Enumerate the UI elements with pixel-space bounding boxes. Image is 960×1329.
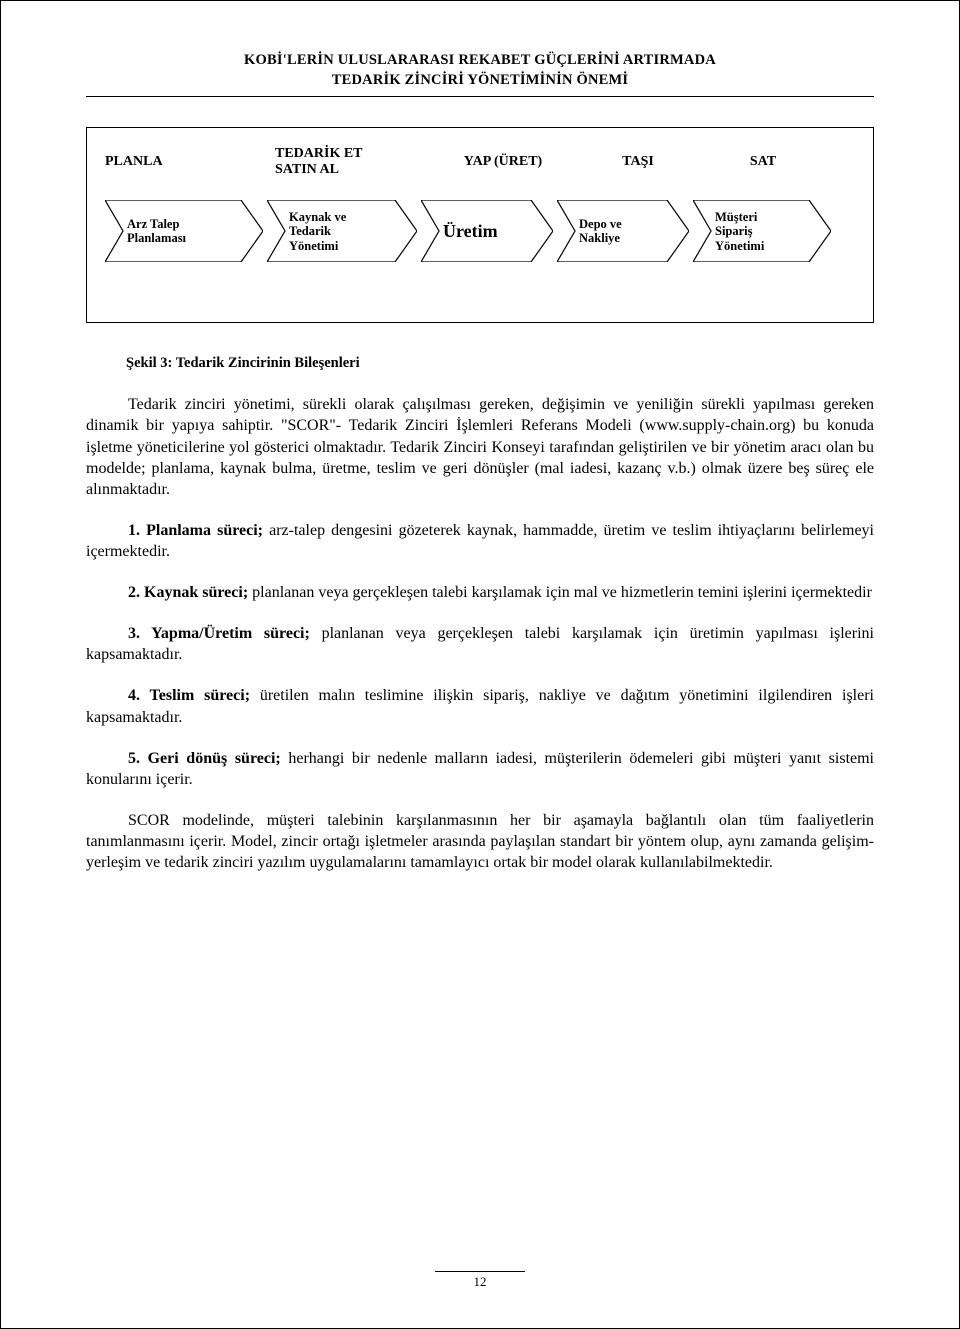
top-label-tedarik-a: TEDARİK ET [275, 146, 433, 162]
header-line-2: TEDARİK ZİNCİRİ YÖNETİMİNİN ÖNEMİ [86, 71, 874, 91]
arrow-label-1: Arz Talep Planlaması [105, 217, 194, 246]
header-line-1: KOBİ'LERİN ULUSLARARASI REKABET GÜÇLERİN… [86, 51, 874, 71]
top-label-tedarik: TEDARİK ET SATIN AL [275, 146, 433, 178]
page-number-block: 12 [1, 1271, 959, 1290]
diagram-top-row: PLANLA TEDARİK ET SATIN AL YAP (ÜRET) TA… [105, 146, 855, 178]
paragraph-5-geri: 5. Geri dönüş süreci; herhangi bir neden… [86, 748, 874, 790]
page: KOBİ'LERİN ULUSLARARASI REKABET GÜÇLERİN… [0, 0, 960, 1329]
paragraph-2-kaynak: 2. Kaynak süreci; planlanan veya gerçekl… [86, 582, 874, 603]
page-number: 12 [1, 1274, 959, 1290]
page-header: KOBİ'LERİN ULUSLARARASI REKABET GÜÇLERİN… [86, 51, 874, 90]
top-label-planla: PLANLA [105, 154, 275, 170]
diagram-frame: PLANLA TEDARİK ET SATIN AL YAP (ÜRET) TA… [86, 127, 874, 323]
lead-1: 1. Planlama süreci; [128, 522, 263, 539]
header-rule [86, 96, 874, 97]
lead-3: 3. Yapma/Üretim süreci; [128, 625, 310, 642]
arrow-kaynak: Kaynak ve Tedarik Yönetimi [267, 200, 417, 262]
diagram-arrows-row: Arz Talep Planlaması Kaynak ve Tedarik Y… [105, 200, 855, 262]
page-number-rule [435, 1271, 525, 1272]
top-label-tedarik-b: SATIN AL [275, 162, 433, 178]
lead-5: 5. Geri dönüş süreci; [128, 750, 281, 767]
paragraph-1-planlama: 1. Planlama süreci; arz-talep dengesini … [86, 520, 874, 562]
arrow-arz-talep: Arz Talep Planlaması [105, 200, 263, 262]
top-label-tasi: TAŞI [573, 154, 703, 170]
lead-2: 2. Kaynak süreci; [128, 584, 248, 601]
arrow-musteri: Müşteri Sipariş Yönetimi [693, 200, 831, 262]
paragraph-intro: Tedarik zinciri yönetimi, sürekli olarak… [86, 394, 874, 500]
arrow-label-3: Üretim [421, 221, 506, 242]
arrow-label-5: Müşteri Sipariş Yönetimi [693, 210, 772, 253]
arrow-uretim: Üretim [421, 200, 553, 262]
top-label-yap: YAP (ÜRET) [433, 154, 573, 170]
paragraph-scor: SCOR modelinde, müşteri talebinin karşıl… [86, 810, 874, 873]
arrow-depo: Depo ve Nakliye [557, 200, 689, 262]
arrow-label-2: Kaynak ve Tedarik Yönetimi [267, 210, 354, 253]
paragraph-4-teslim: 4. Teslim süreci; üretilen malın teslimi… [86, 685, 874, 727]
text-2: planlanan veya gerçekleşen talebi karşıl… [248, 584, 872, 601]
arrow-label-4: Depo ve Nakliye [557, 217, 630, 246]
lead-4: 4. Teslim süreci; [128, 687, 250, 704]
paragraph-3-yapma: 3. Yapma/Üretim süreci; planlanan veya g… [86, 623, 874, 665]
top-label-sat: SAT [703, 154, 823, 170]
figure-caption: Şekil 3: Tedarik Zincirinin Bileşenleri [126, 355, 874, 372]
